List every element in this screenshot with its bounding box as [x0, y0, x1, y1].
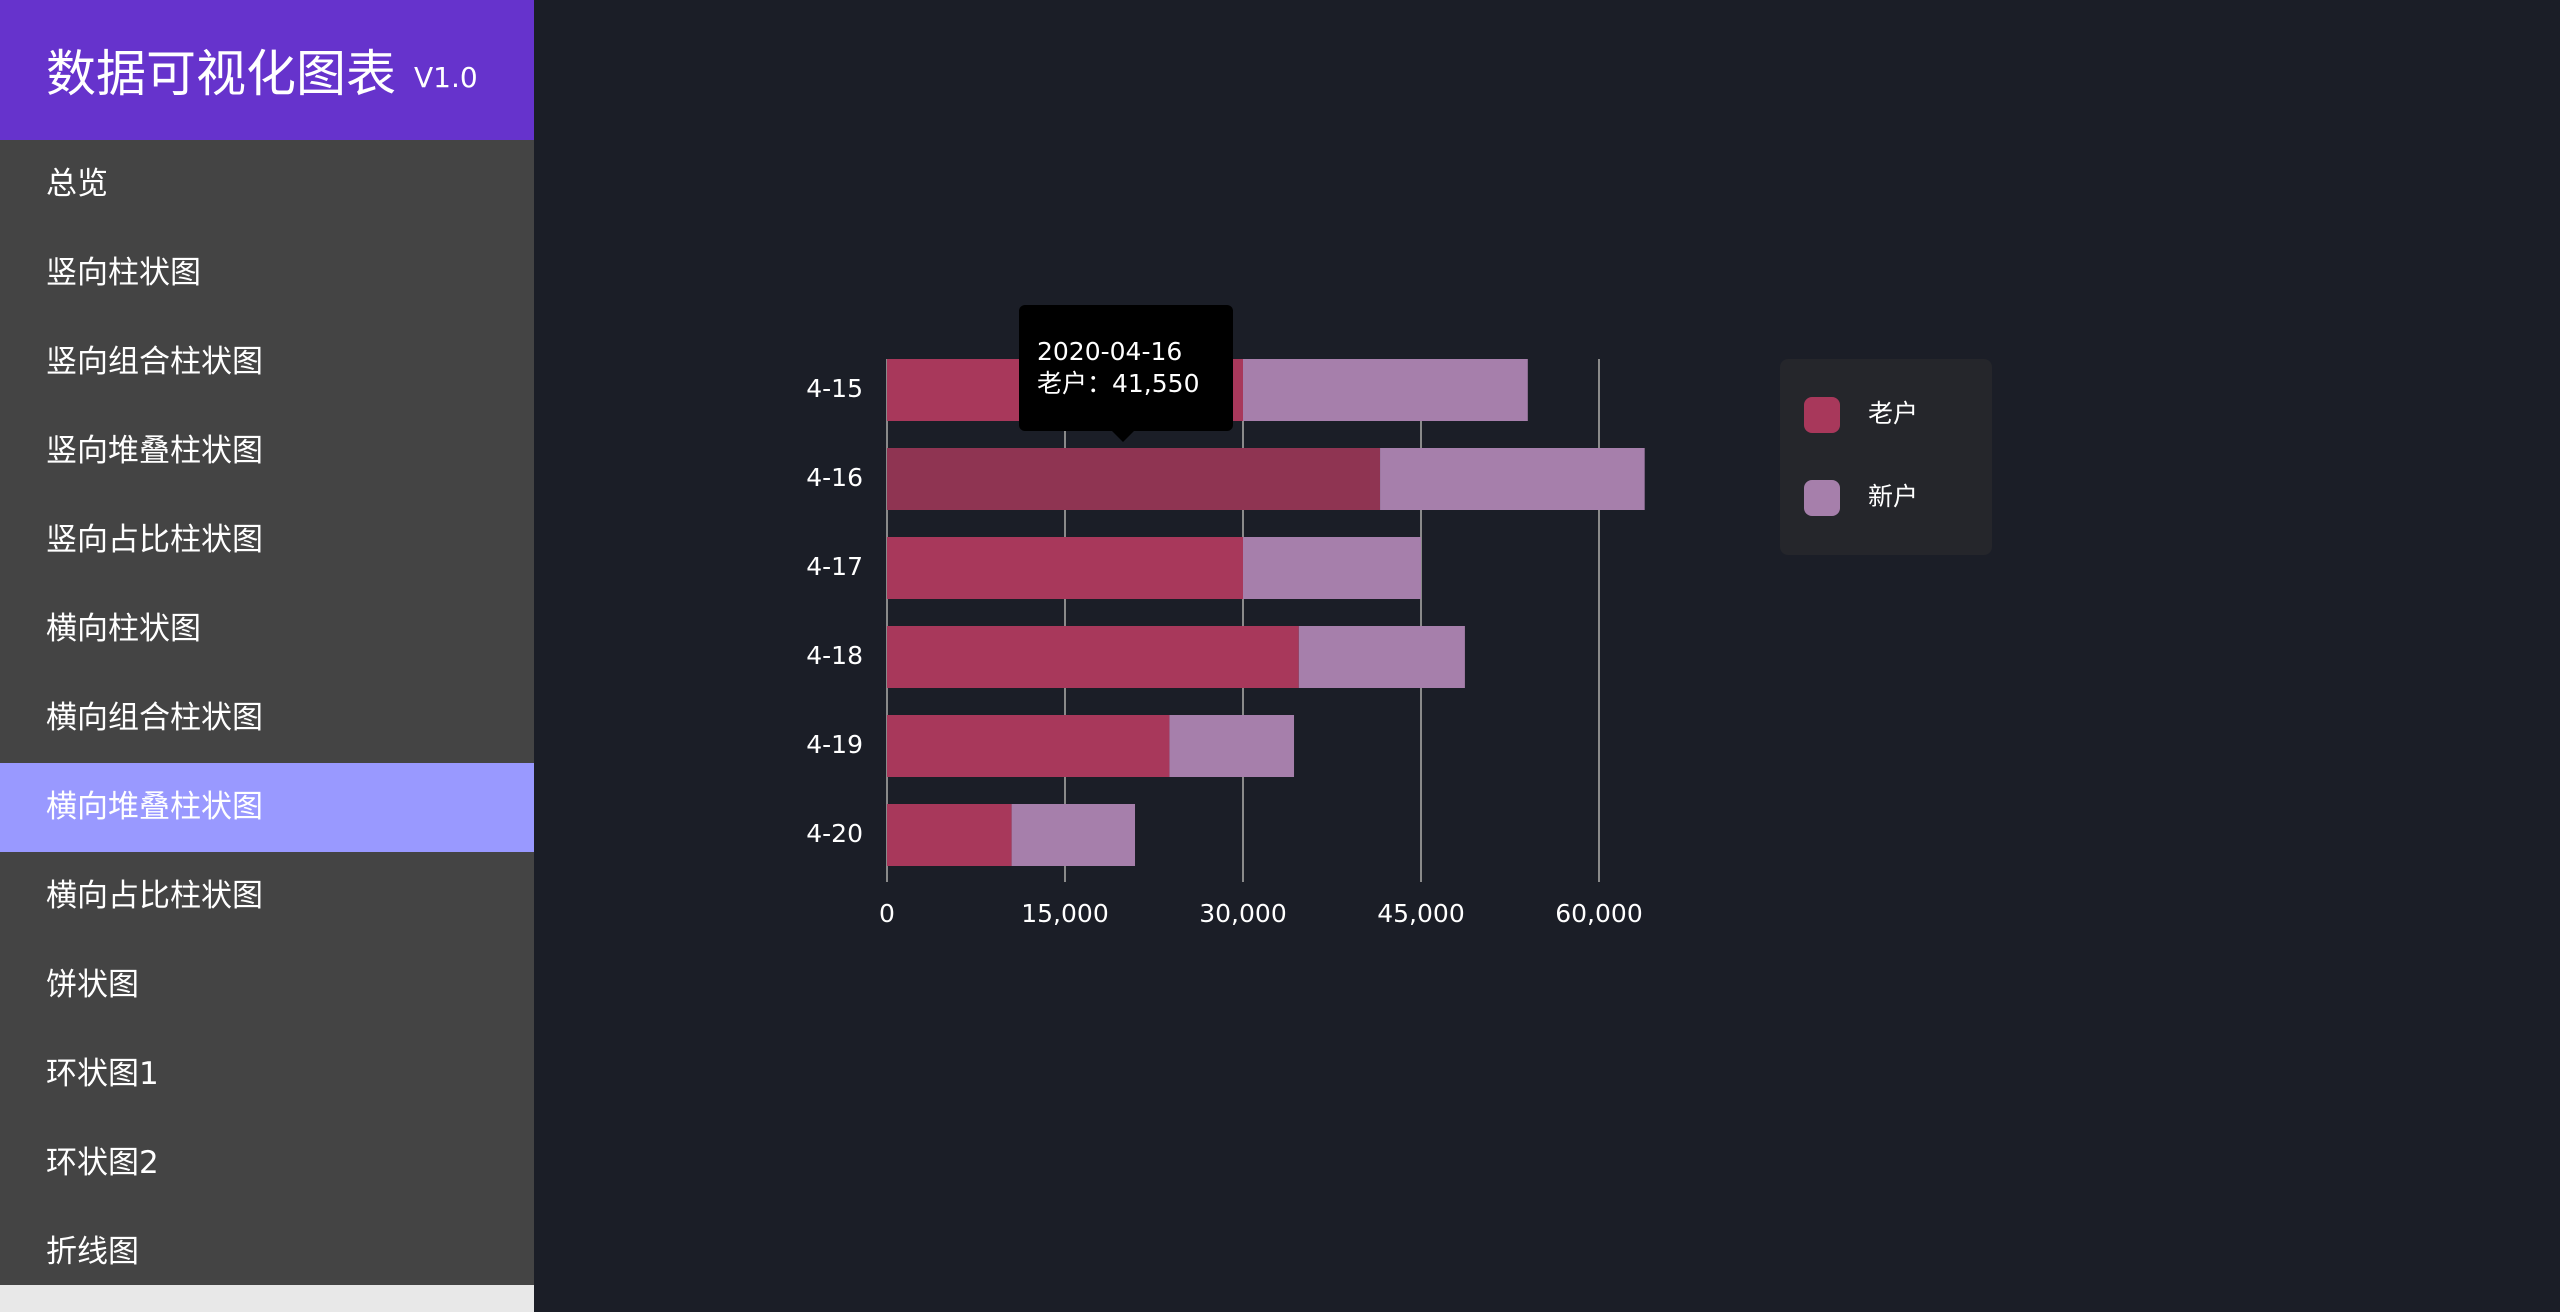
header: 数据可视化图表 V1.0 [0, 0, 534, 140]
menu-item[interactable]: 横向占比柱状图 [46, 878, 263, 914]
menu: 总览竖向柱状图竖向组合柱状图 竖向堆叠柱状图 竖向占比柱状图 横向柱状图横向组合柱状图… [0, 140, 534, 1285]
bar-segment [887, 626, 1299, 688]
tooltip-text: 老户：41,550 [1037, 369, 1199, 398]
tooltip-title: 2020-04-16 [1037, 337, 1182, 366]
legend-swatch [1804, 480, 1840, 516]
menu-item[interactable]: 横向组合柱状图 [46, 700, 263, 736]
y-tick-label: 4-19 [806, 730, 863, 759]
x-tick-label: 60,000 [1555, 899, 1642, 928]
menu-item[interactable]: 总览 [46, 166, 108, 202]
menu-item[interactable]: 横向堆叠柱状图 [0, 763, 534, 852]
bar-segment [887, 448, 1381, 510]
tooltip-arrow [1111, 430, 1135, 442]
legend-swatch [1804, 397, 1840, 433]
bar-segment [887, 804, 1012, 866]
version: V1.0 [414, 60, 478, 94]
x-tick-label: 45,000 [1377, 899, 1464, 928]
scrollbar [0, 1285, 534, 1312]
menu-item[interactable]: 环状图2 [46, 1145, 159, 1181]
bar-segment [1243, 537, 1421, 599]
menu-item[interactable]: 环状图1 [46, 1056, 159, 1092]
y-tick-label: 4-17 [806, 552, 863, 581]
legend-label: 老户 [1868, 399, 1918, 428]
y-tick-label: 4-20 [806, 819, 863, 848]
chart: 0 15,000 30,000 45,000 60,000 4-15 4-16 4-17 4-1… [806, 305, 1992, 928]
x-tick-label: 15,000 [1021, 899, 1108, 928]
bar-segment [887, 537, 1243, 599]
x-tick-label: 30,000 [1199, 899, 1286, 928]
x-tick-label: 0 [879, 899, 895, 928]
menu-item[interactable]: 竖向组合柱状图 [46, 344, 263, 380]
bar-segment [887, 715, 1170, 777]
app-title: 数据可视化图表 [46, 45, 396, 103]
menu-item[interactable]: 竖向占比柱状图 [46, 522, 263, 558]
legend-box [1780, 359, 1992, 555]
legend-label: 新户 [1868, 482, 1918, 511]
bar-segment [1169, 715, 1295, 777]
tooltip-box [1019, 305, 1233, 431]
y-tick-label: 4-15 [806, 374, 863, 403]
y-tick-label: 4-16 [806, 463, 863, 492]
bar-segment [1380, 448, 1645, 510]
menu-item[interactable]: 折线图 [46, 1234, 139, 1270]
sidebar: 数据可视化图表 V1.0 总览竖向柱状图竖向组合柱状图 竖向堆叠柱状图 竖向占比柱状… [0, 0, 534, 1285]
bar-segment [1011, 804, 1136, 866]
bar-segment [1298, 626, 1465, 688]
y-tick-label: 4-18 [806, 641, 863, 670]
menu-item[interactable]: 竖向柱状图 [46, 255, 201, 291]
bar-segment [1243, 359, 1528, 421]
menu-item[interactable]: 竖向堆叠柱状图 [46, 433, 263, 469]
menu-item[interactable]: 饼状图 [46, 967, 139, 1003]
menu-item[interactable]: 横向柱状图 [46, 611, 201, 647]
